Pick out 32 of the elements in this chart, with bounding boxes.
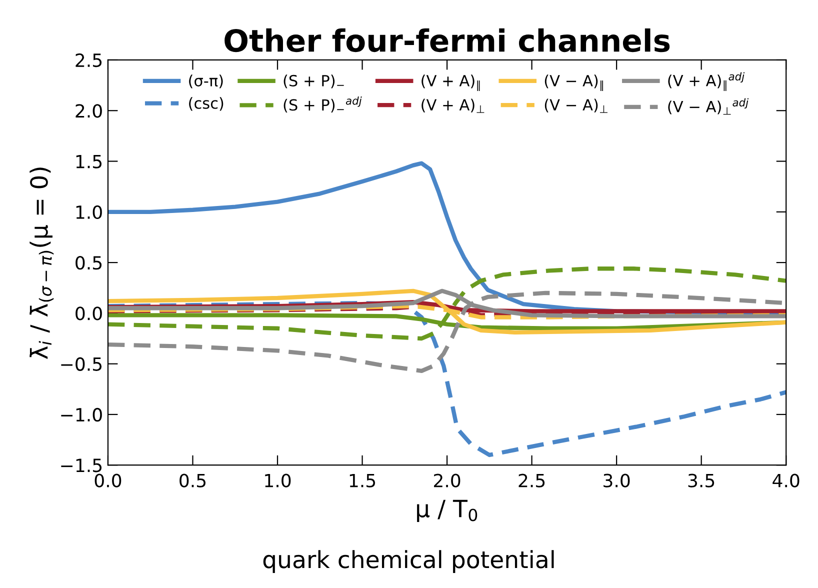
chart-title: Other four-fermi channels — [224, 28, 670, 52]
x-tick-label: 3.0 — [604, 474, 630, 488]
x-tick-label: 2.0 — [434, 474, 460, 488]
x-axis-title: μ / T$_{0}$ — [417, 500, 478, 522]
x-tick-label: 0.5 — [180, 474, 206, 488]
legend-label: (V − A)$_{⊥}$$^{adj}$ — [668, 98, 749, 115]
x-tick-label: 4.0 — [772, 474, 800, 488]
y-axis-title: λ̄$_{i}$ / λ̄$_{(σ−π)}$(μ = 0) — [30, 168, 54, 359]
legend-label: (σ-π) — [189, 74, 223, 88]
text: quark chemical potential — [263, 550, 554, 573]
x-tick-label: 2.5 — [518, 474, 545, 488]
legend-label: (V − A)$_{∥}$ — [544, 74, 604, 92]
x-tick-label: 3.5 — [688, 474, 714, 488]
legend-label: (V + A)$_{∥}$$^{adj}$ — [668, 72, 745, 91]
y-tick-label: −1.0 — [61, 408, 102, 422]
x-tick-label: 1.0 — [265, 474, 291, 488]
y-tick-label: 2.0 — [76, 104, 102, 118]
y-tick-label: 2.5 — [76, 53, 102, 68]
y-tick-label: 1.0 — [76, 205, 102, 220]
legend-label: (S + P)$_{−}$$^{adj}$ — [284, 96, 362, 112]
x-tick-label: 1.5 — [350, 474, 376, 488]
y-tick-label: 0.5 — [76, 256, 102, 270]
legend-label: (S + P)$_{−}$ — [284, 74, 344, 88]
legend-label: (V − A)$_{⊥}$ — [544, 98, 608, 113]
legend-label: (V + A)$_{⊥}$ — [422, 98, 484, 113]
legend-label: (V + A)$_{∥}$ — [422, 74, 480, 92]
y-tick-label: −1.5 — [61, 458, 102, 472]
y-tick-label: 1.5 — [76, 154, 102, 168]
legend-label: (csc) — [189, 97, 224, 111]
x-tick-label: 0.0 — [94, 474, 122, 488]
y-tick-label: −0.5 — [61, 357, 102, 371]
y-tick-label: 0.0 — [76, 306, 102, 320]
